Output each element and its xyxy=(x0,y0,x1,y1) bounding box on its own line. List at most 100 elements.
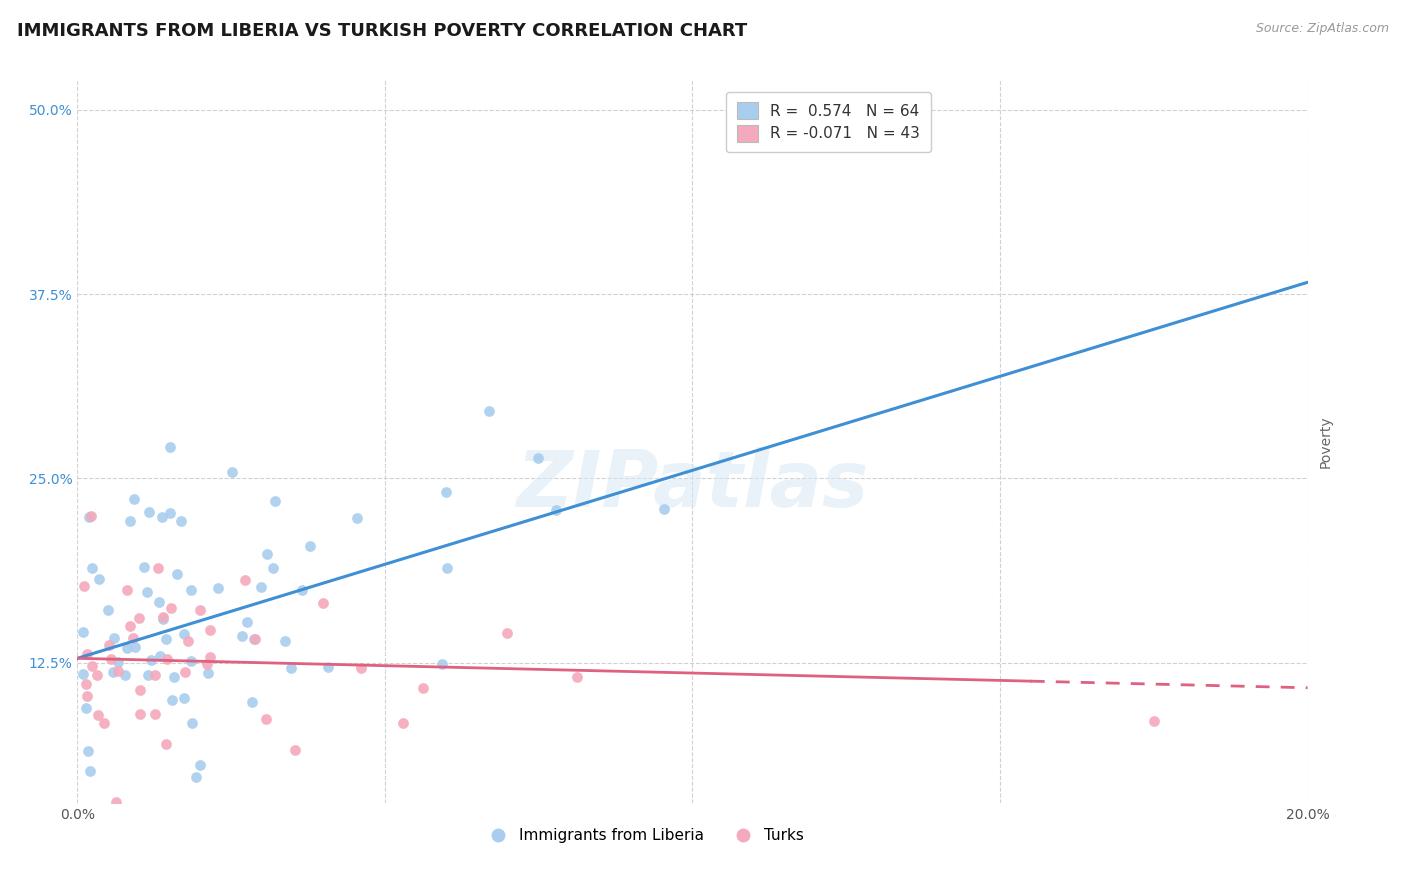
Point xyxy=(76,647,98,661)
Legend: Immigrants from Liberia, Turks: Immigrants from Liberia, Turks xyxy=(477,822,810,849)
Point xyxy=(103,631,125,645)
Point xyxy=(156,652,179,666)
Point xyxy=(75,701,97,715)
Point xyxy=(159,440,181,454)
Point xyxy=(86,667,108,681)
Point xyxy=(163,669,186,683)
Point xyxy=(160,692,183,706)
Point xyxy=(77,510,100,524)
Point xyxy=(243,632,266,647)
Point xyxy=(207,581,229,595)
Point xyxy=(527,450,550,465)
Point xyxy=(152,610,174,624)
Point xyxy=(136,585,159,599)
Point xyxy=(100,652,122,666)
Point xyxy=(72,625,94,640)
Point xyxy=(80,658,103,673)
Point xyxy=(76,690,98,704)
Point xyxy=(143,667,166,681)
Point xyxy=(243,632,266,646)
Point xyxy=(166,566,188,581)
Text: Source: ZipAtlas.com: Source: ZipAtlas.com xyxy=(1256,22,1389,36)
Point xyxy=(256,547,278,561)
Point xyxy=(118,514,141,528)
Point xyxy=(73,579,96,593)
Point xyxy=(249,581,271,595)
Point xyxy=(391,716,413,731)
Point xyxy=(274,634,297,648)
Point xyxy=(262,561,284,575)
Point xyxy=(114,667,136,681)
Point xyxy=(180,582,202,597)
Text: IMMIGRANTS FROM LIBERIA VS TURKISH POVERTY CORRELATION CHART: IMMIGRANTS FROM LIBERIA VS TURKISH POVER… xyxy=(17,22,747,40)
Point xyxy=(496,625,519,640)
Point xyxy=(186,770,208,784)
Point xyxy=(197,665,219,680)
Point xyxy=(280,661,302,675)
Point xyxy=(124,640,146,654)
Point xyxy=(170,515,193,529)
Point xyxy=(128,611,150,625)
Point xyxy=(155,737,177,751)
Point xyxy=(436,561,458,575)
Point xyxy=(160,600,183,615)
Point xyxy=(200,649,222,664)
Point xyxy=(188,603,211,617)
Point xyxy=(291,583,314,598)
Point xyxy=(236,615,259,630)
Point xyxy=(107,655,129,669)
Y-axis label: Poverty: Poverty xyxy=(1319,416,1333,467)
Point xyxy=(93,715,115,730)
Point xyxy=(350,661,373,675)
Point xyxy=(101,665,124,679)
Point xyxy=(299,540,322,554)
Point xyxy=(200,624,222,638)
Point xyxy=(120,619,142,633)
Point xyxy=(316,660,339,674)
Point xyxy=(75,676,97,690)
Point xyxy=(150,509,173,524)
Point xyxy=(652,501,675,516)
Point xyxy=(115,583,138,598)
Point xyxy=(177,634,200,648)
Point xyxy=(149,649,172,664)
Point xyxy=(478,403,501,417)
Point xyxy=(138,505,160,519)
Point xyxy=(346,511,368,525)
Point xyxy=(97,638,120,652)
Point xyxy=(174,665,197,680)
Point xyxy=(188,758,211,772)
Point xyxy=(284,743,307,757)
Point xyxy=(173,626,195,640)
Point xyxy=(254,712,277,726)
Point xyxy=(76,744,98,758)
Point xyxy=(145,706,167,721)
Point xyxy=(180,716,202,731)
Point xyxy=(72,666,94,681)
Point xyxy=(152,612,174,626)
Point xyxy=(148,594,170,608)
Point xyxy=(412,681,434,695)
Point xyxy=(221,465,243,479)
Point xyxy=(138,668,160,682)
Point xyxy=(264,494,287,508)
Point xyxy=(89,572,111,586)
Point xyxy=(565,669,588,683)
Point xyxy=(97,602,120,616)
Point xyxy=(139,653,162,667)
Point xyxy=(104,795,127,809)
Point xyxy=(312,596,335,610)
Point xyxy=(155,632,177,646)
Point xyxy=(180,654,202,668)
Point xyxy=(87,707,110,722)
Point xyxy=(195,657,218,671)
Point xyxy=(240,695,263,709)
Point xyxy=(231,629,253,643)
Point xyxy=(544,503,567,517)
Point xyxy=(115,640,138,655)
Point xyxy=(121,631,143,645)
Point xyxy=(159,507,181,521)
Point xyxy=(1143,714,1166,729)
Point xyxy=(434,485,457,500)
Text: ZIPatlas: ZIPatlas xyxy=(516,447,869,523)
